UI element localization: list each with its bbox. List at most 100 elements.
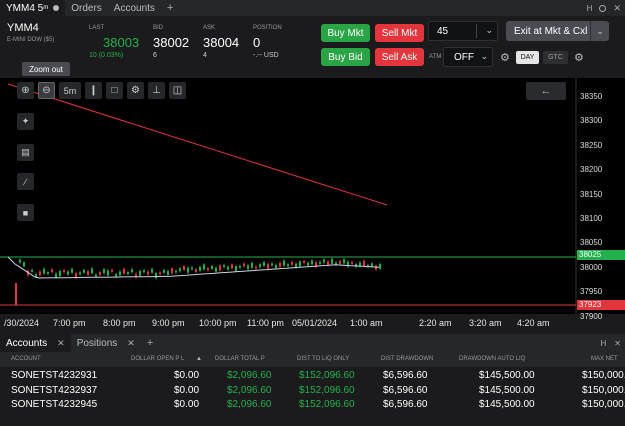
time-tick-label: 11:00 pm: [247, 318, 284, 328]
price-tick-label: 38150: [580, 189, 603, 199]
column-header[interactable]: DRAWDOWN AUTO LIQ: [459, 356, 526, 362]
panel-footer: [0, 411, 625, 426]
cell-dist-dd: $6,596.60: [383, 399, 428, 410]
table-row[interactable]: SONETST4232937 $0.00 $2,096.60 $152,096.60 $…: [0, 383, 625, 397]
add-tab-button[interactable]: +: [146, 337, 154, 349]
time-tick-label: 05/01/2024: [292, 318, 338, 328]
sort-up-icon: ▲: [196, 356, 202, 362]
notes-icon[interactable]: ▤: [17, 144, 34, 161]
price-chart[interactable]: [0, 78, 625, 314]
interval-button[interactable]: 5m: [59, 82, 81, 99]
column-header[interactable]: DOLLAR OPEN P L: [131, 356, 185, 362]
tab-label: Positions: [76, 337, 118, 349]
cell-open-pl: $0.00: [174, 370, 200, 381]
cell-dd-auto-liq: $145,500.00: [479, 384, 535, 396]
quantity-select[interactable]: 45 ⌄: [428, 21, 498, 41]
tab-label: Accounts: [6, 337, 48, 349]
quote-panel: YMM4 E-MINI DOW ($5) LAST 38003 10 (0.03…: [0, 16, 625, 76]
cell-open-pl: $0.00: [174, 399, 200, 410]
column-header[interactable]: DOLLAR TOTAL P: [215, 356, 265, 362]
chevron-down-icon: ⌄: [480, 51, 488, 61]
crosshair-icon[interactable]: ✦: [17, 113, 34, 130]
tab-accounts-panel[interactable]: Accounts ✕: [0, 334, 71, 352]
close-icon[interactable]: ✕: [127, 337, 135, 348]
gear-icon[interactable]: ⚙: [574, 52, 584, 64]
exit-at-market-button[interactable]: Exit at Mkt & Cxl ⌄: [506, 21, 609, 41]
chevron-down-icon: ⌄: [485, 25, 493, 35]
day-button[interactable]: DAY: [516, 51, 539, 64]
cell-dist-liq: $152,096.60: [299, 399, 355, 410]
tab-positions[interactable]: Positions ✕: [71, 334, 141, 352]
atm-value: OFF: [454, 52, 474, 63]
price-tick-label: 38250: [580, 140, 603, 150]
buy-market-button[interactable]: Buy Mkt: [321, 24, 370, 42]
tab-orders[interactable]: Orders: [65, 0, 108, 16]
sell-market-button[interactable]: Sell Mkt: [375, 24, 424, 42]
time-tick-label: 4:20 am: [517, 318, 550, 328]
last-price-label: 38025: [577, 250, 625, 260]
close-window-button[interactable]: ✕: [613, 2, 621, 13]
atm-label: ATM: [429, 54, 442, 60]
chart-canvas: [0, 78, 577, 314]
atm-select[interactable]: OFF ⌄: [443, 47, 493, 67]
low-line-label: 37923: [577, 300, 625, 310]
table-row[interactable]: SONETST4232945 $0.00 $2,096.60 $152,096.60 $…: [0, 397, 625, 411]
indicators-icon[interactable]: ⊥: [148, 82, 165, 99]
cell-account: SONETST4232931: [11, 370, 98, 381]
link-icon[interactable]: [599, 4, 607, 12]
zoom-out-icon[interactable]: ⊖: [38, 82, 55, 99]
crop-icon[interactable]: □: [106, 82, 123, 99]
gtc-button[interactable]: GTC: [543, 51, 568, 64]
add-tab-button[interactable]: +: [166, 2, 174, 14]
panel-controls: H ✕: [601, 334, 621, 352]
bid-size: 6: [153, 52, 157, 59]
cell-total-pl: $2,096.60: [227, 399, 272, 410]
zoom-in-icon[interactable]: ⊕: [17, 82, 34, 99]
position-pnl: -.-- USD: [253, 52, 279, 59]
cell-max-net: $150,000.: [582, 370, 625, 381]
column-header[interactable]: ACCOUNT: [11, 356, 41, 362]
lock-icon[interactable]: ■: [17, 204, 34, 221]
exit-label: Exit at Mkt & Cxl: [514, 25, 588, 37]
symbol-name[interactable]: YMM4: [7, 22, 39, 34]
zoom-out-tooltip: Zoom out: [22, 62, 70, 76]
header-toggle-button[interactable]: H: [600, 338, 607, 348]
cell-dd-auto-liq: $145,500.00: [479, 399, 535, 410]
candlestick-icon[interactable]: ❙: [85, 82, 102, 99]
price-tick-label: 38000: [580, 262, 603, 272]
column-header[interactable]: DIST DRAWDOWN: [381, 356, 434, 362]
column-header[interactable]: MAX NET: [591, 356, 618, 362]
ask-value: 38004: [203, 35, 240, 50]
draw-line-icon[interactable]: ∕: [17, 173, 34, 190]
back-arrow-icon[interactable]: ←: [526, 82, 566, 100]
time-tick-label: 3:20 am: [469, 318, 502, 328]
ask-size: 4: [203, 52, 207, 59]
tab-label: Orders: [71, 2, 102, 14]
time-tick-label: 7:00 pm: [53, 318, 86, 328]
close-panel-button[interactable]: ✕: [614, 338, 621, 348]
templates-icon[interactable]: ◫: [169, 82, 186, 99]
price-tick-label: 37950: [580, 287, 603, 297]
sell-ask-button[interactable]: Sell Ask: [375, 48, 424, 66]
tab-label: YMM4 5: [6, 2, 44, 14]
time-tick-label: 2:20 am: [419, 318, 452, 328]
gear-icon[interactable]: ⚙: [500, 52, 510, 64]
last-label: LAST: [89, 25, 105, 31]
tab-accounts[interactable]: Accounts: [108, 0, 161, 16]
cell-dd-auto-liq: $145,500.00: [479, 370, 535, 381]
header-toggle-button[interactable]: H: [586, 3, 593, 13]
time-tick-label: /30/2024: [4, 318, 40, 328]
chart-toolbar: ⊕ ⊖ 5m ❙ □ ⚙ ⊥ ◫: [17, 82, 186, 99]
chevron-down-icon[interactable]: ⌄: [590, 21, 609, 41]
column-header[interactable]: DIST TO LIQ ONLY: [297, 356, 350, 362]
ask-label: ASK: [203, 25, 216, 31]
price-tick-label: 38100: [580, 214, 603, 223]
close-icon[interactable]: ✕: [57, 337, 65, 348]
cell-total-pl: $2,096.60: [227, 370, 272, 381]
buy-bid-button[interactable]: Buy Bid: [321, 48, 370, 66]
cell-total-pl: $2,096.60: [227, 384, 272, 396]
table-row[interactable]: SONETST4232931 $0.00 $2,096.60 $152,096.60 $…: [0, 368, 625, 382]
settings-icon[interactable]: ⚙: [127, 82, 144, 99]
